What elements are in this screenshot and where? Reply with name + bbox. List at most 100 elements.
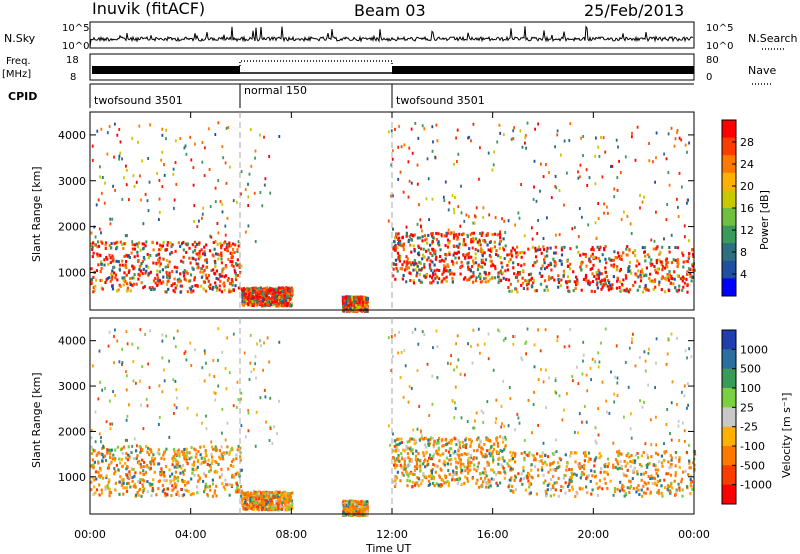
data-cell — [119, 461, 122, 465]
data-cell — [92, 276, 95, 279]
data-cell — [566, 259, 569, 263]
data-cell — [199, 270, 202, 274]
data-cell — [405, 471, 409, 475]
freq-fill-right — [392, 66, 694, 74]
data-cell — [598, 485, 601, 489]
data-cell — [604, 282, 607, 286]
data-cell — [491, 460, 495, 464]
data-cell — [472, 271, 475, 274]
data-cell — [276, 295, 279, 299]
data-cell — [457, 478, 460, 482]
data-cell — [199, 255, 202, 259]
data-cell — [678, 284, 681, 288]
data-cell — [560, 278, 563, 282]
data-cell — [689, 492, 692, 496]
data-cell — [648, 277, 651, 280]
data-cell — [672, 258, 675, 262]
data-cell — [93, 449, 96, 453]
data-cell — [214, 272, 217, 276]
data-cell — [171, 457, 174, 461]
data-cell — [551, 462, 554, 465]
data-cell — [192, 463, 196, 467]
data-cell — [220, 254, 223, 258]
data-cell — [477, 263, 480, 267]
data-cell — [447, 208, 450, 212]
data-cell — [215, 449, 218, 453]
data-cell — [173, 449, 176, 453]
data-cell — [165, 290, 168, 294]
data-cell — [544, 479, 547, 483]
data-cell — [133, 482, 136, 486]
data-cell — [580, 262, 583, 266]
data-cell — [469, 444, 472, 448]
data-cell — [266, 492, 269, 496]
data-cell — [664, 258, 668, 262]
data-cell — [444, 244, 447, 248]
data-cell — [691, 275, 694, 279]
data-cell — [360, 510, 363, 514]
data-cell — [132, 276, 135, 280]
data-cell — [620, 486, 623, 490]
data-cell — [559, 284, 562, 288]
data-cell — [392, 455, 395, 459]
data-cell — [126, 458, 130, 462]
data-cell — [557, 465, 560, 469]
data-cell — [108, 276, 111, 280]
data-cell — [228, 483, 231, 487]
data-cell — [682, 260, 685, 264]
data-cell — [196, 491, 199, 495]
data-cell — [240, 170, 243, 174]
data-cell — [399, 170, 402, 174]
data-cell — [269, 508, 272, 512]
data-cell — [225, 181, 228, 185]
data-cell — [404, 268, 407, 272]
data-cell — [284, 503, 287, 507]
data-cell — [571, 473, 574, 477]
data-cell — [460, 211, 463, 215]
colorbar-swatch — [722, 225, 736, 244]
data-cell — [267, 297, 270, 301]
data-cell — [607, 462, 610, 466]
data-cell — [620, 258, 623, 261]
data-cell — [483, 479, 486, 482]
data-cell — [172, 478, 175, 482]
data-cell — [647, 288, 650, 292]
data-cell — [107, 480, 110, 484]
data-cell — [203, 253, 207, 257]
data-cell — [511, 246, 514, 250]
data-cell — [432, 445, 435, 449]
data-cell — [109, 279, 112, 283]
data-cell — [499, 236, 502, 239]
data-cell — [91, 144, 94, 148]
data-cell — [136, 250, 139, 254]
data-cell — [574, 494, 577, 498]
power-ylabel: Slant Range [km] — [30, 166, 43, 262]
data-cell — [236, 486, 239, 489]
data-cell — [419, 236, 422, 240]
data-cell — [408, 261, 411, 265]
data-cell — [408, 235, 411, 239]
data-cell — [411, 448, 414, 452]
data-cell — [90, 279, 93, 283]
data-cell — [500, 261, 503, 265]
data-cell — [418, 459, 421, 463]
data-cell — [241, 296, 244, 300]
data-cell — [463, 481, 466, 485]
data-cell — [447, 469, 450, 472]
data-cell — [216, 222, 219, 225]
data-cell — [548, 171, 550, 174]
data-cell — [280, 492, 283, 496]
data-cell — [142, 256, 145, 259]
data-cell — [455, 251, 458, 255]
data-cell — [655, 210, 657, 214]
data-cell — [247, 224, 250, 228]
data-cell — [504, 444, 507, 448]
data-cell — [451, 272, 454, 276]
data-cell — [179, 272, 182, 276]
data-cell — [516, 245, 519, 249]
data-cell — [256, 294, 259, 298]
data-cell — [268, 155, 271, 158]
cpid-mode-0: twofsound 3501 — [94, 94, 183, 107]
data-cell — [392, 240, 396, 244]
data-cell — [152, 288, 155, 292]
